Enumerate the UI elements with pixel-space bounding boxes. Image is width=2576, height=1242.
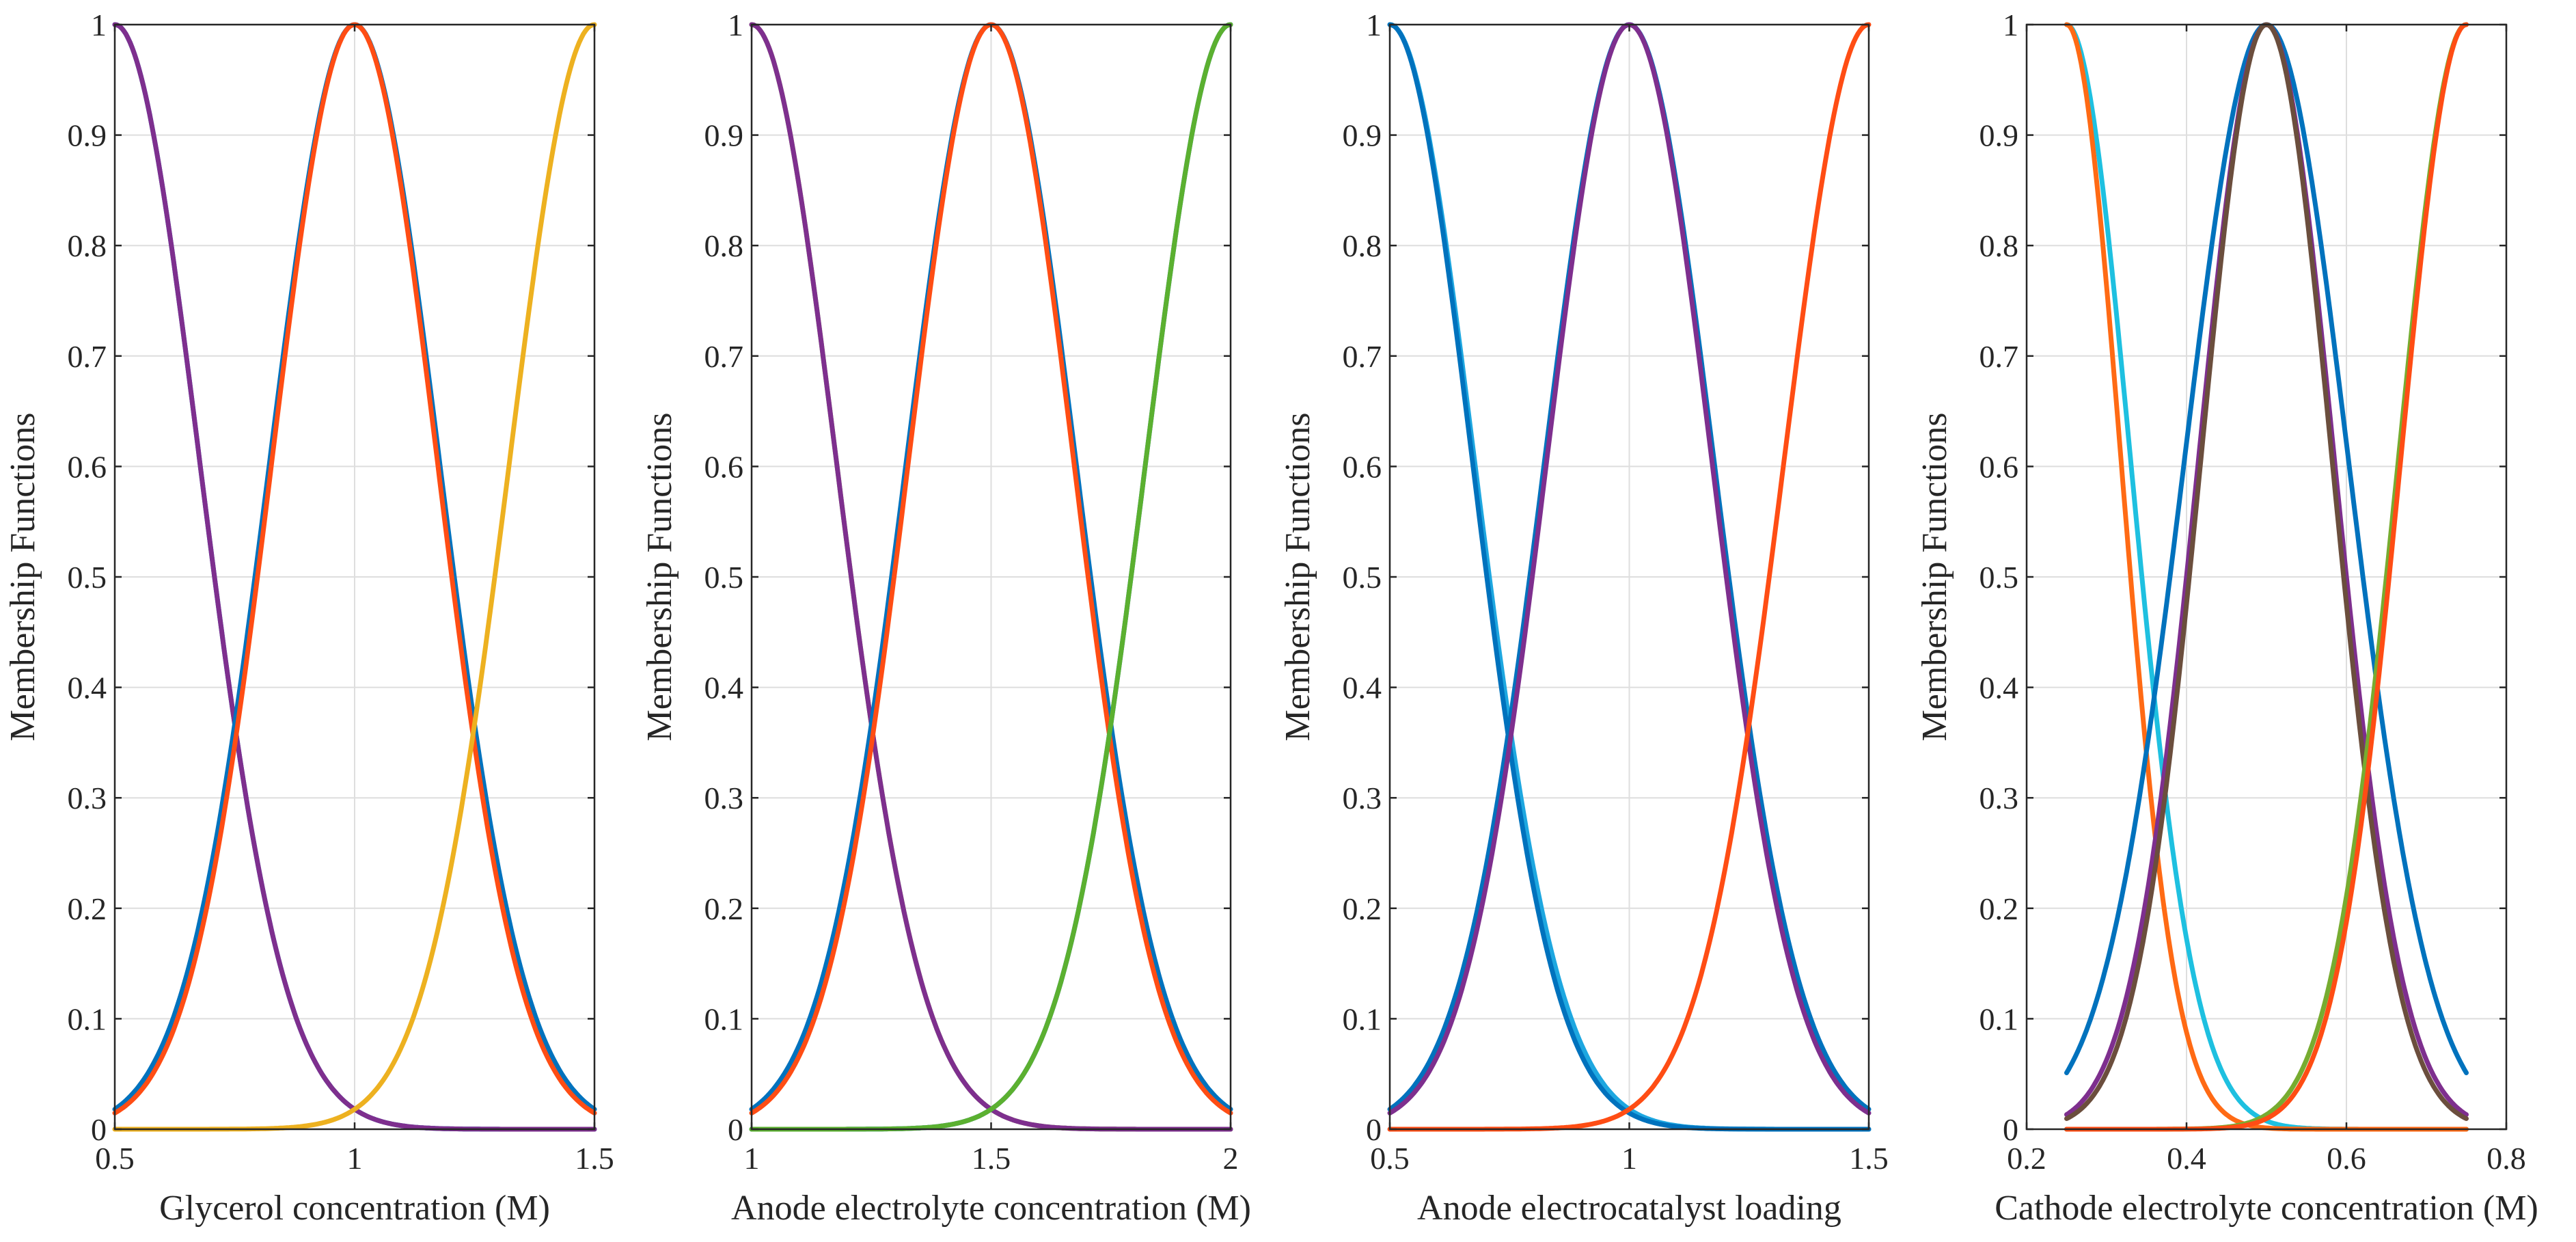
x-tick-label: 0.6 (2327, 1141, 2366, 1176)
y-axis-label: Membership Functions (3, 413, 42, 742)
y-tick-label: 0.1 (68, 1001, 107, 1036)
y-tick-label: 0.1 (1343, 1001, 1382, 1036)
y-tick-label: 0.7 (704, 339, 744, 374)
y-tick-label: 0.5 (704, 560, 744, 595)
x-axis-label: Cathode electrolyte concentration (M) (1995, 1189, 2538, 1228)
y-tick-label: 0.7 (68, 339, 107, 374)
y-tick-label: 0.4 (68, 671, 107, 705)
y-tick-label: 1 (728, 8, 743, 42)
y-tick-label: 0.1 (704, 1001, 744, 1036)
y-tick-label: 0.5 (68, 560, 107, 595)
x-axis-label: Anode electrolyte concentration (M) (731, 1189, 1251, 1228)
y-tick-label: 0.6 (704, 449, 744, 484)
panel-1: 0 0.1 0.2 0.3 0.4 0.5 0.6 0.7 0.8 0.9 1 0.5 1 1.5 Glyc… (3, 8, 614, 1228)
y-tick-label: 0 (1366, 1112, 1382, 1147)
y-tick-label: 0.8 (68, 228, 107, 263)
x-tick-label: 0.2 (2007, 1141, 2046, 1176)
y-tick-label: 0.7 (1979, 339, 2019, 374)
y-tick-label: 0 (728, 1112, 743, 1147)
y-tick-label: 0.8 (1343, 228, 1382, 263)
y-tick-label: 0.2 (704, 891, 744, 926)
y-tick-label: 0.2 (1979, 891, 2019, 926)
x-tick-label: 1.5 (1849, 1141, 1889, 1176)
y-tick-label: 0.8 (704, 228, 744, 263)
y-tick-label: 1 (91, 8, 107, 42)
y-tick-label: 0 (91, 1112, 107, 1147)
x-tick-label: 0.4 (2167, 1141, 2206, 1176)
y-tick-label: 1 (2003, 8, 2018, 42)
y-tick-label: 0.3 (704, 781, 744, 815)
y-tick-label: 0.7 (1343, 339, 1382, 374)
panel-3: 0 0.1 0.2 0.3 0.4 0.5 0.6 0.7 0.8 0.9 1 0.5 1 1.5Anod… (1278, 8, 1889, 1228)
x-tick-label: 0.8 (2486, 1141, 2526, 1176)
y-tick-label: 0.4 (1979, 671, 2019, 705)
y-tick-label: 0.2 (68, 891, 107, 926)
x-axis-label: Glycerol concentration (M) (159, 1189, 550, 1228)
y-tick-label: 0 (2003, 1112, 2018, 1147)
panel-2: 0 0.1 0.2 0.3 0.4 0.5 0.6 0.7 0.8 0.9 1 1 1.5 2 Anode … (640, 8, 1251, 1228)
y-tick-label: 0.1 (1979, 1001, 2019, 1036)
y-tick-label: 1 (1366, 8, 1382, 42)
x-tick-label: 1 (744, 1141, 760, 1176)
y-tick-label: 0.2 (1343, 891, 1382, 926)
y-tick-label: 0.8 (1979, 228, 2019, 263)
y-axis-label: Membership Functions (640, 413, 679, 742)
x-tick-label: 2 (1223, 1141, 1239, 1176)
x-axis-label: Anode electrocatalyst loading (1417, 1189, 1841, 1228)
y-tick-label: 0.6 (1979, 449, 2019, 484)
y-tick-label: 0.6 (68, 449, 107, 484)
x-tick-label: 1 (347, 1141, 363, 1176)
y-tick-label: 0.3 (1343, 781, 1382, 815)
y-tick-label: 0.5 (1343, 560, 1382, 595)
y-tick-label: 0.3 (1979, 781, 2019, 815)
y-axis-label: Membership Functions (1915, 413, 1954, 742)
y-tick-label: 0.4 (704, 671, 744, 705)
y-axis-label: Membership Functions (1278, 413, 1317, 742)
x-tick-label: 0.5 (1370, 1141, 1410, 1176)
y-tick-label: 0.9 (704, 118, 744, 153)
x-tick-label: 0.5 (95, 1141, 135, 1176)
x-tick-label: 1 (1621, 1141, 1637, 1176)
x-tick-label: 1.5 (575, 1141, 614, 1176)
y-tick-label: 0.4 (1343, 671, 1382, 705)
x-tick-label: 1.5 (972, 1141, 1011, 1176)
y-tick-label: 0.3 (68, 781, 107, 815)
y-tick-label: 0.5 (1979, 560, 2019, 595)
panel-4: 0 0.1 0.2 0.3 0.4 0.5 0.6 0.7 0.8 0.9 1 0.2 0.4 0.6 0.… (1915, 8, 2538, 1228)
y-tick-label: 0.6 (1343, 449, 1382, 484)
y-tick-label: 0.9 (68, 118, 107, 153)
y-tick-label: 0.9 (1343, 118, 1382, 153)
y-tick-label: 0.9 (1979, 118, 2019, 153)
